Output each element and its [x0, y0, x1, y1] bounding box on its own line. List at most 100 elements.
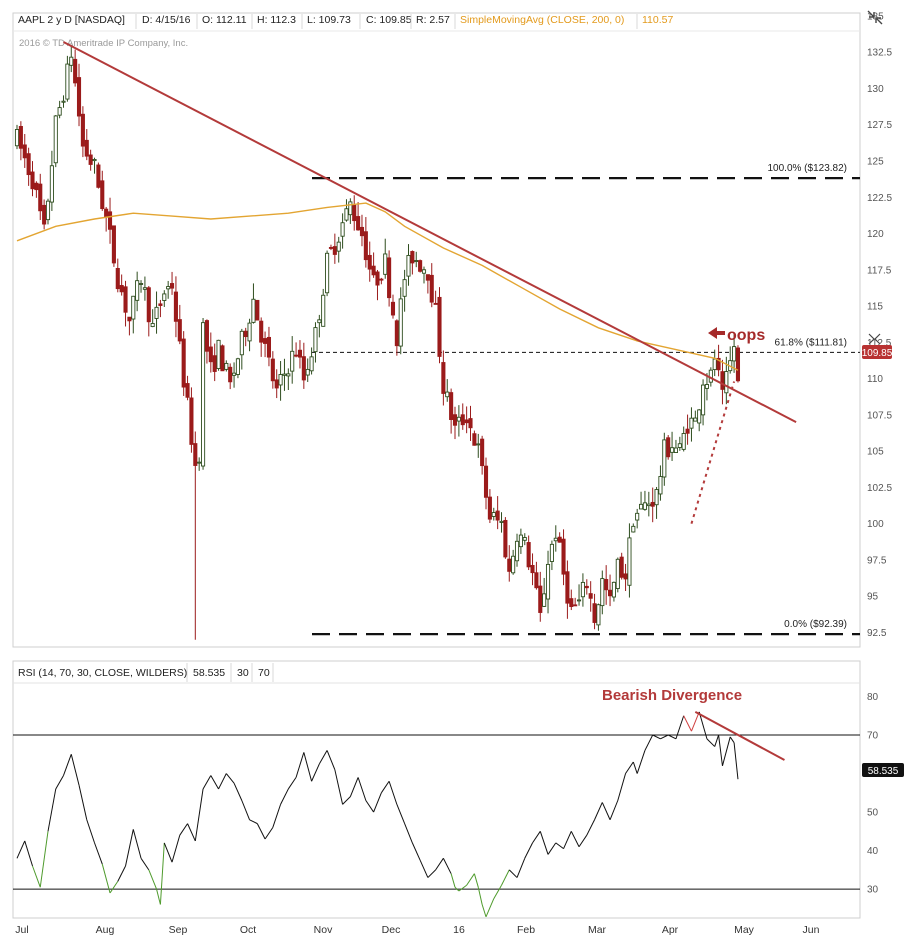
- candle-body: [421, 269, 427, 274]
- x-tick-label: Jul: [15, 924, 28, 936]
- collapse-icon[interactable]: [867, 10, 883, 25]
- oops-label: oops: [727, 327, 765, 344]
- candle-body: [42, 204, 47, 225]
- candle-body: [107, 211, 113, 230]
- candle-body: [464, 419, 469, 424]
- rsi-y-tick: 50: [867, 808, 879, 819]
- candle-body: [340, 222, 345, 237]
- candle-body: [61, 100, 66, 103]
- rsi-segment: [148, 869, 158, 890]
- rsi-segment: [706, 738, 716, 747]
- candle-body: [685, 428, 690, 434]
- candle-body: [45, 200, 51, 221]
- rsi-segment: [388, 781, 398, 805]
- candle-body: [538, 585, 543, 613]
- candle-body: [646, 503, 651, 507]
- candle-body: [189, 397, 194, 445]
- candle-body: [666, 437, 671, 458]
- rsi-lines: [13, 711, 860, 918]
- resistance-trendline: [63, 41, 797, 424]
- candle-body: [100, 180, 105, 210]
- candle-body: [635, 512, 640, 521]
- rsi-segment: [516, 858, 526, 878]
- candle-body: [363, 231, 368, 261]
- candle-body: [336, 241, 341, 252]
- rsi-segment: [272, 804, 282, 828]
- x-tick-label: 16: [453, 924, 465, 936]
- candle-body: [228, 366, 233, 383]
- rsi-segment: [652, 734, 661, 740]
- candle-body: [557, 536, 562, 543]
- rsi-y-tick: 30: [867, 885, 879, 896]
- header-sma-label[interactable]: SimpleMovingAvg (CLOSE, 200, 0): [460, 14, 624, 26]
- price-y-tick: 132.5: [867, 48, 892, 59]
- candle-body: [573, 604, 578, 607]
- header-symbol[interactable]: AAPL 2 y D [NASDAQ]: [18, 14, 125, 26]
- candle-body: [704, 384, 710, 389]
- candle-body: [480, 438, 485, 467]
- rsi-segment: [667, 734, 677, 740]
- candle-body: [251, 298, 256, 323]
- candle-body: [344, 208, 349, 221]
- candle-body: [166, 286, 171, 290]
- rsi-pane-frame: [12, 660, 861, 919]
- candle-body: [309, 356, 314, 372]
- candle-body: [449, 392, 454, 420]
- candle-body: [592, 603, 597, 623]
- rsi-segment: [357, 777, 367, 801]
- rsi-segment: [349, 777, 359, 797]
- rsi-segment: [675, 715, 685, 740]
- sma-line: [16, 202, 739, 371]
- header-sma-value: 110.57: [642, 14, 673, 26]
- rsi-header-value: 58.535: [193, 667, 225, 679]
- rsi-segment: [140, 858, 150, 871]
- candle-body: [468, 418, 473, 429]
- header-high: H: 112.3: [257, 14, 296, 26]
- rsi-last-value: 58.535: [868, 766, 899, 777]
- fib-level-label: 61.8% ($111.81): [775, 337, 847, 348]
- candle-body: [588, 593, 593, 599]
- fib-level-label: 100.0% ($123.82): [767, 163, 847, 174]
- candle-body: [503, 519, 508, 558]
- candle-body: [332, 246, 337, 255]
- rsi-segment: [24, 840, 33, 867]
- rsi-segment: [94, 842, 103, 865]
- price-y-tick: 135: [867, 11, 884, 22]
- x-tick-label: Oct: [240, 924, 256, 936]
- rsi-segment: [690, 711, 700, 732]
- candle-body: [34, 182, 39, 191]
- candle-body: [681, 433, 686, 450]
- candle-body: [387, 257, 392, 299]
- price-y-tick: 122.5: [867, 193, 892, 204]
- candle-body: [325, 252, 330, 294]
- candle-body: [425, 274, 430, 281]
- candle-body: [30, 171, 35, 190]
- overlays: [16, 41, 797, 524]
- candle-body: [150, 323, 155, 328]
- candle-body: [104, 208, 109, 218]
- header-range: R: 2.57: [416, 14, 450, 26]
- rsi-segment: [632, 761, 638, 774]
- candle-body: [565, 571, 570, 604]
- price-y-tick: 97.5: [867, 555, 887, 566]
- rsi-y-tick: 40: [867, 846, 879, 857]
- rsi-segment: [159, 842, 165, 905]
- candle-body: [414, 260, 419, 262]
- rsi-segment: [586, 819, 595, 836]
- candle-body: [111, 225, 116, 264]
- candle-body: [115, 268, 120, 290]
- rsi-header-label[interactable]: RSI (14, 70, 30, CLOSE, WILDERS): [18, 667, 187, 679]
- rsi-segment: [617, 773, 627, 801]
- rsi-header-high: 70: [258, 667, 270, 679]
- candle-body: [499, 520, 504, 523]
- bearish-divergence-label: Bearish Divergence: [602, 687, 742, 704]
- candles: [14, 44, 741, 640]
- candle-body: [146, 287, 151, 323]
- rsi-segment: [454, 886, 460, 892]
- header-close: C: 109.85: [366, 14, 412, 26]
- rsi-segment: [70, 754, 80, 786]
- candle-body: [301, 356, 306, 381]
- x-tick-label: Nov: [314, 924, 333, 936]
- expand-icon[interactable]: [868, 333, 881, 345]
